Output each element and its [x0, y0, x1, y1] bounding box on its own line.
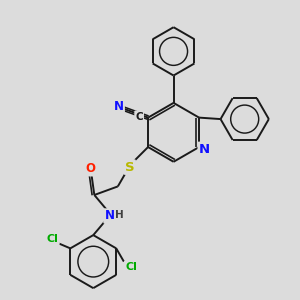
Text: N: N: [199, 143, 210, 156]
Text: S: S: [125, 160, 135, 174]
Text: N: N: [114, 100, 124, 113]
Text: Cl: Cl: [47, 234, 58, 244]
Text: N: N: [104, 209, 115, 223]
Text: C: C: [135, 112, 143, 122]
Text: Cl: Cl: [125, 262, 137, 272]
Text: H: H: [115, 209, 123, 220]
Text: O: O: [85, 162, 95, 175]
